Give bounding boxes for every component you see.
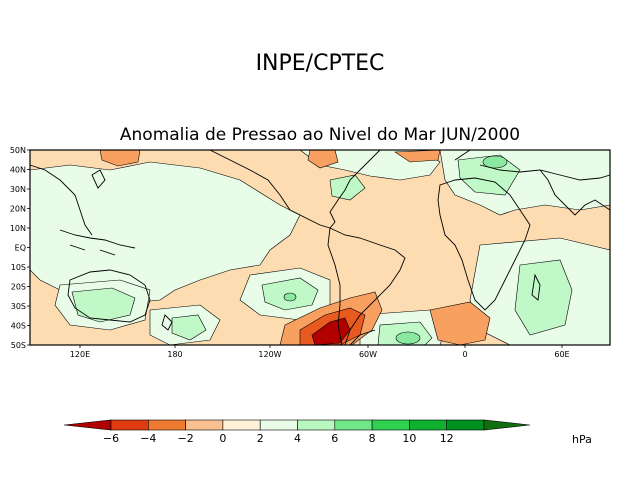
colorbar-unit: hPa (572, 433, 592, 446)
colorbar-swatch (185, 419, 224, 431)
north-america-coast (209, 149, 381, 229)
lat-label: 20S (11, 283, 26, 292)
longitude-axis: 120E 180 120W 60W 0 60E (70, 345, 570, 359)
south-pacific-4-6 (283, 292, 297, 302)
east-asia-coast (29, 164, 93, 236)
lat-label: 50S (11, 341, 26, 350)
australia-coast (67, 269, 151, 323)
colorbar-label: −6 (103, 432, 119, 445)
atlantic-2-4 (329, 174, 366, 201)
lat-label: 40N (10, 166, 26, 175)
institution-title: INPE/CPTEC (256, 51, 385, 76)
colorbar-swatch (409, 419, 447, 431)
lat-label: 20N (10, 205, 26, 214)
southern-2-4 (171, 314, 207, 341)
map-panel (29, 149, 611, 346)
new-zealand-coast (161, 314, 173, 331)
colorbar-swatch (148, 419, 186, 431)
positive-4-6-regions (283, 155, 508, 345)
colorbar-arrow-right (483, 419, 531, 431)
lat-label: 30S (11, 302, 26, 311)
australia-2-4 (71, 287, 136, 323)
lon-label: 120E (70, 350, 90, 359)
colorbar-swatch (371, 419, 410, 431)
south-atlantic-neg-region (429, 301, 491, 346)
europe-asia-coast (454, 149, 611, 216)
south-atlantic-4-6 (395, 331, 421, 345)
lon-label: 60E (554, 350, 569, 359)
coastlines (29, 149, 611, 346)
lat-label: 30N (10, 185, 26, 194)
lat-label: 40S (11, 322, 26, 331)
indian-ocean-2-4 (514, 259, 573, 336)
colorbar-swatch (446, 419, 485, 431)
africa-coast (437, 177, 531, 311)
lat-label: 10N (10, 224, 26, 233)
antarctic-peninsula-coast (349, 329, 376, 346)
lon-label: 180 (167, 350, 182, 359)
latitude-axis: 50N 40N 30N 20N 10N EQ 10S 20S 30S 40S 50S (10, 146, 30, 350)
colorbar-label: 10 (402, 432, 416, 445)
colorbar-swatch (110, 419, 149, 431)
lon-label: 0 (462, 350, 467, 359)
colorbar-label: 2 (257, 432, 264, 445)
colorbar-label: 6 (331, 432, 338, 445)
colorbar-swatch (222, 419, 261, 431)
europe-4-6 (482, 155, 508, 169)
colorbar-label: −2 (177, 432, 193, 445)
lat-label: 50N (10, 146, 26, 155)
colorbar-label: 12 (440, 432, 454, 445)
lon-label: 60W (359, 350, 377, 359)
north-atlantic-neg-region (394, 149, 441, 163)
colorbar-arrow-left (63, 419, 112, 431)
colorbar-label: −4 (140, 432, 156, 445)
colorbar-label: 0 (219, 432, 226, 445)
colorbar-label: 4 (294, 432, 301, 445)
colorbar-label: 8 (369, 432, 376, 445)
colorbar-swatch (297, 419, 336, 431)
colorbar-swatch (259, 419, 298, 431)
lon-label: 120W (258, 350, 281, 359)
lat-label: EQ (15, 244, 26, 253)
colorbar: −6 −4 −2 0 2 4 6 8 10 12 (63, 419, 531, 445)
map-title: Anomalia de Pressao ao Nivel do Mar JUN/… (120, 125, 520, 145)
indonesia-coast (59, 229, 136, 256)
south-america-coast (327, 227, 406, 346)
japan-coast (91, 169, 106, 189)
lat-label: 10S (11, 263, 26, 272)
madagascar-coast (531, 273, 541, 301)
colorbar-swatch (334, 419, 373, 431)
